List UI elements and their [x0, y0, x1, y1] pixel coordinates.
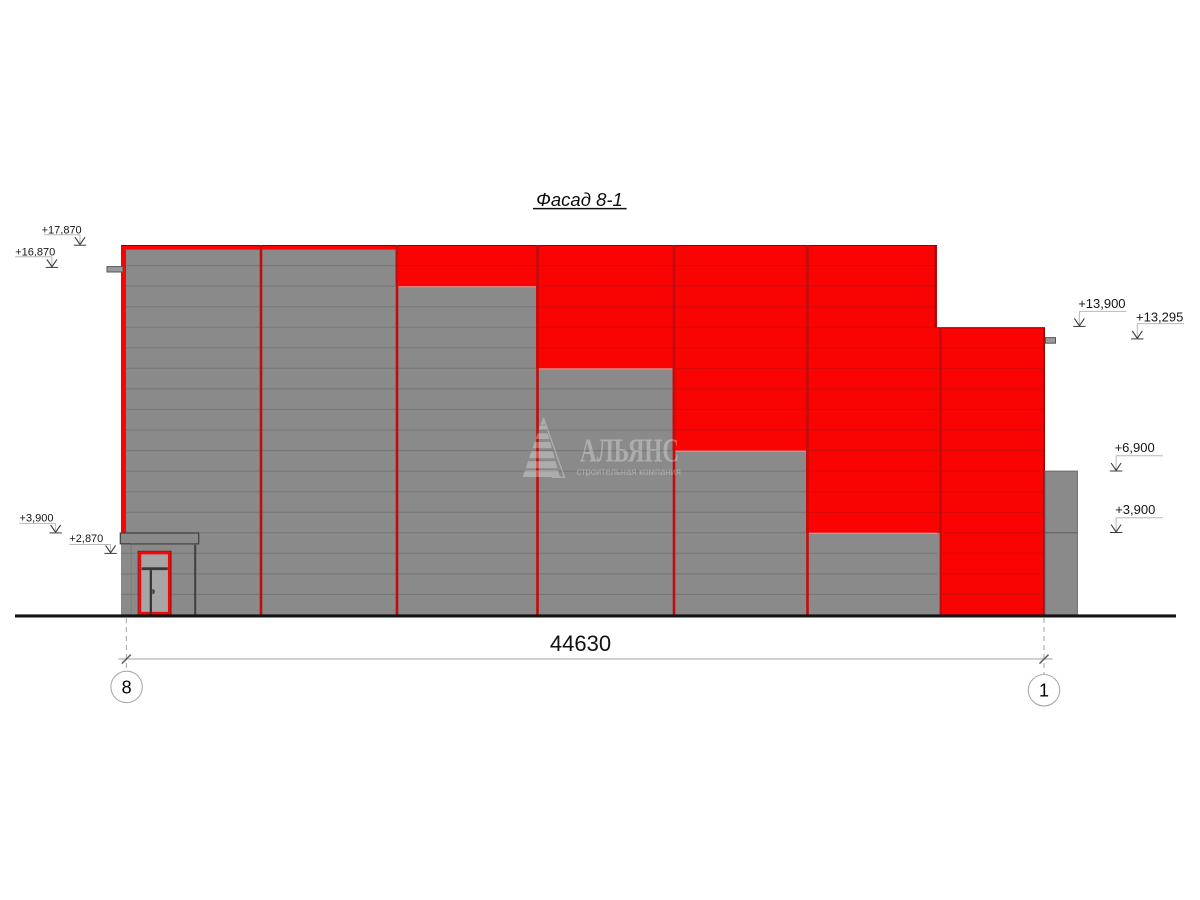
svg-text:Фасад 8-1: Фасад 8-1 — [536, 189, 623, 210]
svg-text:+3,900: +3,900 — [1115, 502, 1155, 517]
svg-text:АЛЬЯНС: АЛЬЯНС — [580, 433, 679, 470]
svg-text:строительная компания: строительная компания — [577, 467, 682, 478]
svg-text:+13,900: +13,900 — [1078, 296, 1125, 311]
svg-text:+2,870: +2,870 — [69, 533, 103, 545]
svg-text:8: 8 — [122, 677, 132, 697]
svg-text:+13,295: +13,295 — [1136, 310, 1183, 325]
svg-text:+16,870: +16,870 — [15, 247, 55, 259]
svg-text:+17,870: +17,870 — [42, 225, 82, 237]
svg-text:+3,900: +3,900 — [20, 512, 54, 524]
svg-text:44630: 44630 — [550, 631, 611, 656]
svg-text:+6,900: +6,900 — [1115, 440, 1155, 455]
svg-text:1: 1 — [1039, 681, 1049, 701]
